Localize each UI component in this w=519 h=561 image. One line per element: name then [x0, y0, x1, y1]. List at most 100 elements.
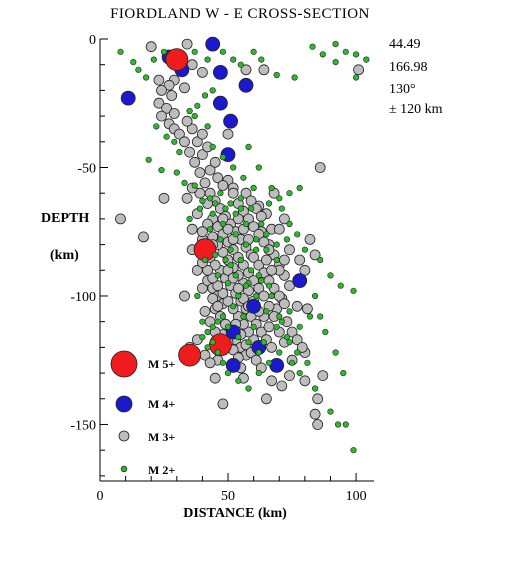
point-m2 — [250, 323, 257, 330]
point-m2 — [327, 408, 334, 415]
point-m3 — [212, 280, 224, 292]
point-m2 — [340, 370, 347, 377]
point-m3 — [189, 156, 201, 168]
point-m2 — [253, 292, 260, 300]
point-m2 — [273, 71, 280, 79]
info-width: ± 120 km — [389, 102, 443, 117]
point-m3 — [217, 246, 229, 258]
point-m2 — [191, 112, 198, 120]
point-m4 — [292, 273, 308, 289]
point-m2 — [306, 313, 314, 320]
point-m2 — [191, 182, 198, 189]
point-m3 — [196, 149, 208, 161]
legend-label-m2: M 2+ — [148, 463, 176, 477]
point-m2 — [255, 272, 262, 279]
point-m2 — [130, 58, 137, 66]
legend-label-m4: M 4+ — [148, 397, 176, 411]
point-m2 — [283, 334, 291, 341]
point-m2 — [237, 256, 244, 264]
point-m4 — [269, 357, 285, 373]
point-m2 — [353, 51, 360, 58]
point-m4 — [223, 113, 239, 129]
point-m2 — [181, 179, 188, 186]
data-points — [115, 36, 370, 454]
point-m2 — [237, 61, 244, 68]
point-m3 — [168, 108, 180, 119]
point-m3 — [253, 259, 265, 271]
legend-marker-m2 — [120, 465, 128, 473]
point-m2 — [258, 56, 265, 63]
point-m2 — [230, 56, 237, 63]
point-m2 — [342, 421, 349, 428]
point-m2 — [235, 377, 242, 384]
point-m3 — [276, 380, 288, 392]
point-m3 — [258, 64, 270, 76]
point-m2 — [145, 156, 152, 163]
point-m2 — [250, 48, 257, 55]
x-tick-label: 0 — [97, 489, 104, 504]
point-m2 — [265, 359, 273, 366]
point-m3 — [209, 156, 221, 168]
point-m2 — [255, 370, 262, 377]
point-m2 — [199, 318, 206, 325]
point-m3 — [248, 251, 260, 263]
point-m2 — [265, 200, 273, 207]
point-m2 — [204, 344, 211, 351]
point-m2 — [199, 334, 206, 341]
point-m4 — [205, 36, 221, 52]
point-m2 — [286, 190, 293, 197]
point-m2 — [260, 339, 268, 346]
point-m2 — [242, 282, 250, 289]
point-m2 — [255, 349, 262, 356]
point-m2 — [214, 318, 221, 325]
point-m3 — [181, 192, 193, 204]
point-m3 — [309, 249, 321, 261]
point-m3 — [240, 187, 252, 199]
point-m2 — [276, 349, 283, 356]
point-m5 — [208, 333, 232, 357]
point-m3 — [312, 419, 324, 430]
point-m3 — [260, 393, 272, 405]
y-tick-label: -150 — [70, 418, 96, 433]
point-m2 — [240, 313, 247, 320]
point-m2 — [230, 303, 237, 310]
point-m2 — [235, 334, 242, 341]
point-m2 — [227, 246, 234, 253]
point-m2 — [224, 370, 232, 377]
point-m2 — [263, 308, 270, 315]
point-m2 — [332, 40, 339, 48]
point-m2 — [265, 282, 273, 289]
point-m3 — [204, 164, 216, 176]
point-m2 — [322, 328, 329, 336]
point-m3 — [181, 115, 193, 127]
legend-label-m5: M 5+ — [148, 357, 176, 371]
point-m5 — [165, 48, 189, 71]
point-m2 — [276, 195, 283, 202]
point-m2 — [232, 272, 239, 279]
info-longitude: 166.98 — [389, 60, 428, 75]
point-m3 — [353, 64, 365, 76]
point-m2 — [312, 292, 319, 300]
point-m3 — [222, 295, 234, 307]
point-m3 — [191, 136, 203, 148]
point-m3 — [145, 41, 157, 53]
point-m2 — [176, 149, 183, 156]
point-m3 — [314, 162, 326, 173]
legend-label-m3: M 3+ — [148, 430, 176, 444]
point-m2 — [201, 256, 209, 264]
point-m2 — [237, 195, 244, 202]
point-m2 — [217, 190, 224, 197]
point-m3 — [253, 282, 265, 294]
point-m2 — [289, 359, 296, 366]
point-m2 — [232, 231, 239, 238]
point-m3 — [166, 90, 178, 101]
point-m3 — [153, 97, 165, 109]
point-m2 — [294, 231, 301, 238]
point-m3 — [227, 187, 239, 199]
point-m2 — [319, 51, 326, 58]
point-m3 — [255, 210, 267, 222]
point-m2 — [296, 323, 303, 330]
point-m2 — [227, 262, 234, 269]
point-m2 — [143, 74, 150, 81]
chart-title: FIORDLAND W - E CROSS-SECTION — [110, 6, 370, 22]
